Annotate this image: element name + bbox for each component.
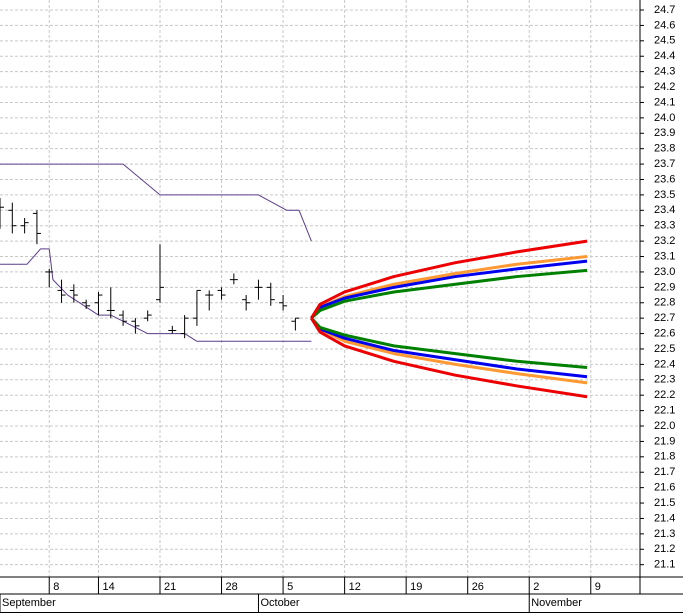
line-series xyxy=(310,239,588,319)
y-tick-label: 24.5 xyxy=(654,35,675,47)
y-tick-label: 22.0 xyxy=(654,420,675,432)
y-tick-label: 23.0 xyxy=(654,266,675,278)
y-tick-label: 23.3 xyxy=(654,220,675,232)
y-tick-label: 22.4 xyxy=(654,358,675,370)
x-tick-label: 9 xyxy=(595,581,601,593)
line-series xyxy=(310,268,588,320)
y-tick-label: 21.6 xyxy=(654,482,675,494)
y-tick-label: 21.7 xyxy=(654,466,675,478)
line-series xyxy=(310,317,588,369)
x-tick-label: 14 xyxy=(102,581,114,593)
y-tick-label: 23.7 xyxy=(654,158,675,170)
y-tick-label: 22.6 xyxy=(654,327,675,339)
y-tick-label: 22.2 xyxy=(654,389,675,401)
x-tick-label: 2 xyxy=(533,581,539,593)
y-tick-label: 23.9 xyxy=(654,127,675,139)
x-tick-label: 26 xyxy=(472,581,484,593)
line-series xyxy=(310,259,588,320)
y-tick-label: 24.7 xyxy=(654,4,675,16)
x-tick-label: 5 xyxy=(287,581,293,593)
y-tick-label: 24.4 xyxy=(654,50,675,62)
y-tick-label: 24.0 xyxy=(654,112,675,124)
y-tick-label: 24.6 xyxy=(654,19,675,31)
y-tick-label: 21.8 xyxy=(654,451,675,463)
line-series xyxy=(0,248,312,342)
line-series xyxy=(310,317,588,399)
y-tick-label: 24.2 xyxy=(654,81,675,93)
x-tick-label: 8 xyxy=(53,581,59,593)
y-tick-label: 23.4 xyxy=(654,204,675,216)
month-label: September xyxy=(2,597,56,609)
y-tick-label: 23.5 xyxy=(654,189,675,201)
y-tick-label: 23.6 xyxy=(654,173,675,185)
y-tick-label: 22.8 xyxy=(654,297,675,309)
y-tick-label: 23.2 xyxy=(654,235,675,247)
y-tick-label: 21.5 xyxy=(654,497,675,509)
x-tick-label: 12 xyxy=(349,581,361,593)
month-label: November xyxy=(531,597,582,609)
y-tick-label: 21.3 xyxy=(654,528,675,540)
y-tick-label: 21.4 xyxy=(654,512,675,524)
x-tick-label: 21 xyxy=(164,581,176,593)
y-tick-label: 22.5 xyxy=(654,343,675,355)
y-tick-label: 21.9 xyxy=(654,435,675,447)
y-tick-label: 22.3 xyxy=(654,374,675,386)
x-tick-label: 28 xyxy=(226,581,238,593)
y-tick-label: 24.3 xyxy=(654,66,675,78)
y-tick-label: 23.1 xyxy=(654,250,675,262)
month-label: October xyxy=(260,597,299,609)
plot xyxy=(0,163,588,399)
y-tick-label: 22.7 xyxy=(654,312,675,324)
line-series xyxy=(0,163,312,242)
y-tick-label: 24.1 xyxy=(654,96,675,108)
y-tick-label: 23.8 xyxy=(654,143,675,155)
axis-labels: 21.1 21.2 21.3 21.4 21.5 21.6 21.7 21.8 21.9 22.0… xyxy=(0,4,675,613)
y-tick-label: 21.1 xyxy=(654,559,675,571)
y-tick-label: 21.2 xyxy=(654,543,675,555)
y-tick-label: 22.9 xyxy=(654,281,675,293)
x-tick-label: 19 xyxy=(410,581,422,593)
y-tick-label: 22.1 xyxy=(654,405,675,417)
